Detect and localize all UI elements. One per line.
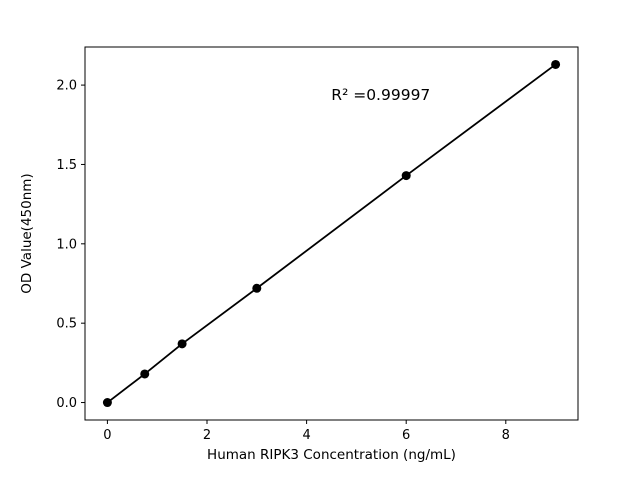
y-axis-label: OD Value(450nm) bbox=[19, 173, 35, 293]
r-squared-annotation: R² =0.99997 bbox=[331, 86, 430, 104]
data-point bbox=[252, 283, 262, 293]
data-line bbox=[106, 63, 557, 404]
x-tick-label: 4 bbox=[302, 428, 310, 443]
data-point bbox=[551, 59, 561, 69]
x-tick-label: 6 bbox=[402, 428, 410, 443]
x-tick-label: 8 bbox=[502, 428, 510, 443]
x-tick-label: 2 bbox=[203, 428, 211, 443]
y-tick-label: 1.5 bbox=[56, 158, 77, 173]
data-point bbox=[102, 398, 112, 408]
x-tick-label: 0 bbox=[103, 428, 111, 443]
data-point bbox=[177, 339, 187, 349]
data-point bbox=[140, 369, 150, 379]
plot-border bbox=[84, 46, 579, 421]
y-tick-label: 1.0 bbox=[56, 237, 77, 252]
y-tick-label: 0.5 bbox=[56, 317, 77, 332]
y-tick-label: 2.0 bbox=[56, 79, 77, 94]
y-tick-label: 0.0 bbox=[56, 396, 77, 411]
data-point bbox=[401, 171, 411, 181]
x-axis-label: Human RIPK3 Concentration (ng/mL) bbox=[207, 447, 456, 463]
